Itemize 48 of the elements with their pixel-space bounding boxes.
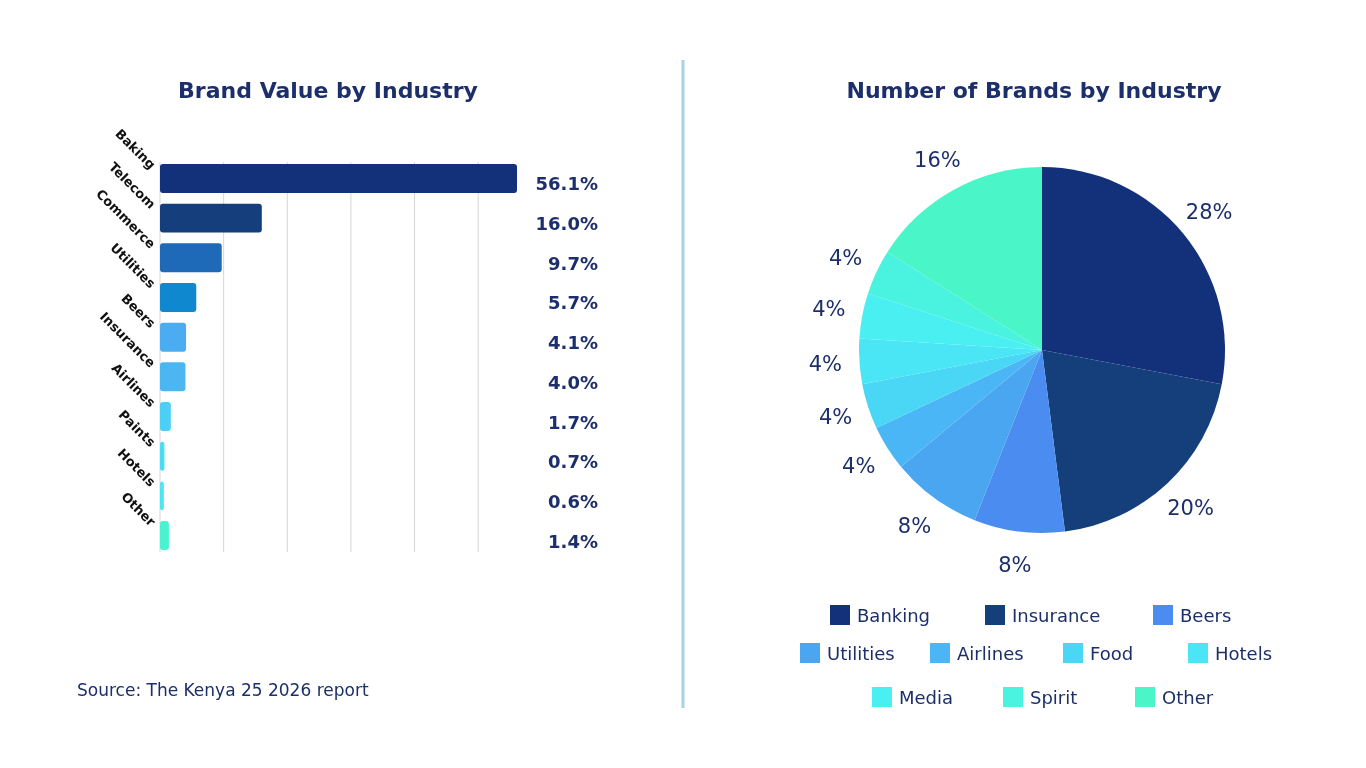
data-label: 4% <box>812 297 846 322</box>
data-label: 0.7% <box>548 451 598 473</box>
data-label: 0.6% <box>548 490 598 512</box>
pie-slice <box>1042 350 1222 532</box>
data-label: 4% <box>842 454 876 479</box>
data-label: 4% <box>828 245 863 270</box>
legend-label: Beers <box>1180 605 1232 626</box>
legend-label: Food <box>1090 643 1134 664</box>
bar <box>160 402 171 431</box>
legend-label: Insurance <box>1012 605 1101 626</box>
data-label: 4% <box>808 351 843 376</box>
bar <box>160 521 169 551</box>
data-label: 8% <box>998 553 1032 578</box>
data-label: 16.0% <box>535 213 598 235</box>
pie-slice <box>862 350 1042 428</box>
pie-slice <box>887 167 1042 350</box>
legend-label: Spirit <box>1030 687 1078 708</box>
data-label: 9.7% <box>548 252 598 274</box>
bar <box>160 203 262 233</box>
data-label: 56.1% <box>535 173 598 195</box>
data-label: 4.1% <box>548 332 598 354</box>
data-label: 1.7% <box>548 411 598 433</box>
bar <box>160 362 186 392</box>
legend-label: Airlines <box>957 643 1024 664</box>
data-label: 20% <box>1167 496 1214 521</box>
bar <box>160 283 197 312</box>
bar <box>160 481 164 511</box>
legend-label: Other <box>1162 687 1214 708</box>
data-label: 4% <box>818 405 853 430</box>
legend-label: Media <box>899 687 954 708</box>
data-label: 1.4% <box>548 530 598 552</box>
bar <box>160 322 187 352</box>
data-label: 4.0% <box>548 371 598 393</box>
legend-label: Banking <box>857 605 931 626</box>
pie-slice <box>876 350 1042 467</box>
legend-label: Utilities <box>827 643 895 664</box>
data-label: 28% <box>1185 199 1233 224</box>
data-label: 5.7% <box>548 292 598 314</box>
chart-title: Number of Brands by Industry <box>846 78 1222 103</box>
chart-title: Brand Value by Industry <box>178 78 478 103</box>
legend-label: Hotels <box>1215 643 1273 664</box>
pie-slice <box>867 251 1042 350</box>
bar <box>160 163 517 193</box>
data-label: 8% <box>897 513 932 538</box>
bar <box>160 243 222 273</box>
data-label: 16% <box>914 147 961 172</box>
pie-slice <box>974 350 1065 533</box>
source-note: Source: The Kenya 25 2026 report <box>77 680 369 700</box>
